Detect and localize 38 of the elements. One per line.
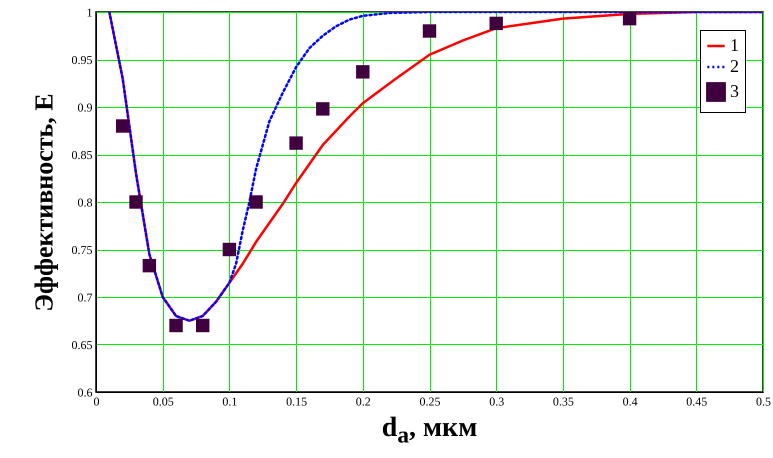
y-tick-label: 0.75 bbox=[72, 243, 92, 257]
point bbox=[116, 119, 130, 133]
point bbox=[356, 65, 370, 79]
point bbox=[249, 195, 263, 209]
point bbox=[422, 24, 436, 38]
x-tick-label: 0.4 bbox=[622, 394, 638, 408]
x-axis-title: d$_{a}$, мкм bbox=[380, 412, 478, 450]
point bbox=[316, 102, 330, 116]
y-tick-label: 0.7 bbox=[78, 290, 92, 304]
y-tick-label: 0.85 bbox=[72, 148, 92, 162]
x-tick-label: 0.3 bbox=[489, 394, 504, 408]
x-tick-label: 0.5 bbox=[756, 394, 771, 408]
y-axis-title: Эффективность, E bbox=[30, 93, 58, 312]
point bbox=[129, 195, 143, 209]
legend-label: 2 bbox=[730, 56, 739, 76]
point bbox=[222, 242, 236, 256]
y-tick-label: 0.65 bbox=[72, 338, 92, 352]
point bbox=[489, 16, 503, 30]
point bbox=[169, 318, 183, 332]
point bbox=[196, 318, 210, 332]
y-tick-label: 0.95 bbox=[72, 53, 92, 67]
x-tick-label: 0.25 bbox=[420, 394, 440, 408]
x-tick-label: 0.45 bbox=[686, 394, 708, 408]
x-tick-label: 0.2 bbox=[356, 394, 371, 408]
point bbox=[142, 258, 156, 272]
y-tick-label: 0.8 bbox=[78, 196, 92, 210]
point bbox=[289, 136, 303, 150]
legend-label: 3 bbox=[730, 81, 739, 101]
x-tick-label: 0.05 bbox=[152, 394, 174, 408]
y-tick-label: 1 bbox=[86, 6, 92, 20]
x-tick-label: 0.15 bbox=[286, 394, 308, 408]
x-tick-label: 0.35 bbox=[552, 394, 574, 408]
y-tick-label: 0.6 bbox=[78, 386, 92, 400]
legend-label: 1 bbox=[730, 35, 739, 55]
x-tick-label: 0.1 bbox=[222, 394, 238, 408]
x-tick-label: 0 bbox=[94, 394, 100, 408]
point bbox=[622, 12, 636, 26]
y-tick-label: 0.9 bbox=[78, 100, 92, 114]
